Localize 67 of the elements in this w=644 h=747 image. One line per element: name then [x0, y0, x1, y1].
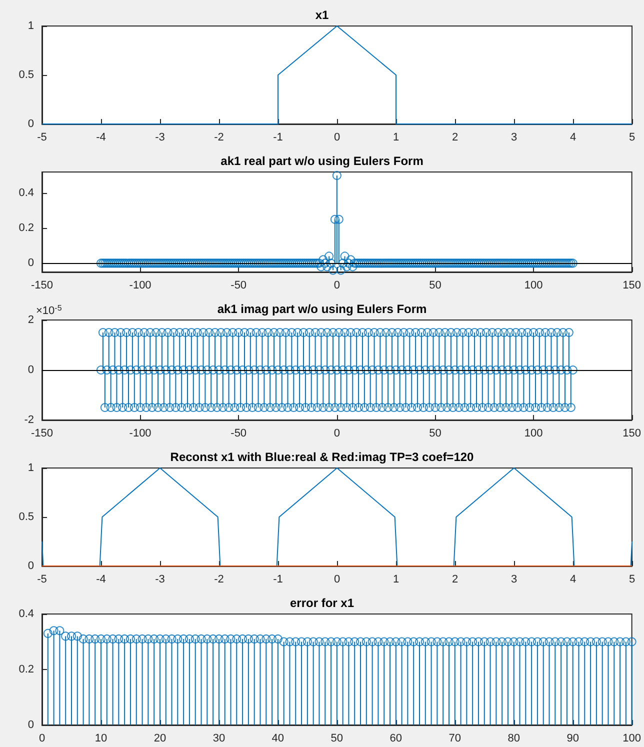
chart-title: Reconst x1 with Blue:real & Red:imag TP=3 coef=120	[170, 450, 474, 464]
x-tick-label: -2	[214, 574, 224, 586]
x-tick-label: 3	[510, 132, 518, 144]
y-tick-label: 0	[28, 719, 34, 731]
chart-title: ak1 imag part w/o using Eulers Form	[217, 302, 427, 316]
y-tick-label: 0	[28, 118, 34, 130]
x-tick-label: 0	[334, 132, 340, 144]
y-tick-label: 0.4	[18, 608, 34, 620]
x-tick-label: 90	[566, 732, 579, 744]
x-tick-label: 50	[429, 280, 442, 292]
x-tick-label: 2	[452, 574, 458, 586]
y-tick-label: 1	[28, 462, 34, 474]
x-tick-label: 40	[272, 732, 284, 744]
y-tick-label: 2	[28, 314, 34, 326]
x-tick-label: 2	[452, 132, 458, 144]
x-tick-label: 10	[94, 732, 108, 744]
x-tick-label: 60	[390, 732, 402, 744]
y-tick-label: 0.4	[18, 187, 34, 200]
x-tick-label: 0	[334, 428, 340, 440]
x-tick-label: -2	[214, 132, 224, 144]
x-tick-label: 1	[392, 132, 400, 144]
x-tick-label: -5	[37, 574, 47, 586]
y-tick-label: 0.2	[18, 222, 34, 234]
x-tick-label: 1	[392, 574, 400, 586]
chart-title: ak1 real part w/o using Eulers Form	[220, 154, 424, 168]
x-tick-label: 0	[334, 280, 340, 292]
x-tick-label: 100	[524, 428, 543, 440]
x-tick-label: 50	[429, 428, 442, 440]
x-tick-label: -1	[273, 574, 283, 586]
x-tick-label: -3	[155, 574, 165, 586]
x-tick-label: -100	[129, 428, 152, 440]
x-tick-label: 100	[622, 732, 642, 744]
x-tick-label: -150	[30, 428, 54, 440]
y-tick-label: 0	[28, 257, 34, 270]
x-tick-label: 150	[622, 428, 642, 440]
x-tick-label: 20	[154, 732, 166, 744]
chart-title: error for x1	[290, 596, 354, 610]
x-tick-label: 30	[212, 732, 226, 744]
x-tick-label: -150	[30, 280, 54, 292]
x-tick-label: -50	[230, 280, 247, 292]
chart-title: x1	[315, 8, 329, 22]
x-tick-label: 150	[622, 280, 642, 292]
y-tick-label: 0	[28, 364, 34, 376]
y-tick-label: -2	[24, 414, 34, 426]
x-tick-label: 100	[524, 280, 543, 292]
x-tick-label: 80	[508, 732, 520, 744]
x-tick-label: 0	[38, 732, 46, 744]
x-tick-label: -50	[230, 428, 247, 440]
x-tick-label: -4	[96, 132, 106, 144]
y-tick-label: 0.5	[18, 69, 34, 81]
x-tick-label: 70	[448, 732, 461, 744]
y-tick-label: 0	[28, 560, 34, 572]
x-tick-label: -3	[155, 132, 165, 144]
x-tick-label: 0	[334, 574, 340, 586]
x-tick-label: 50	[330, 732, 344, 744]
x-tick-label: 4	[570, 574, 576, 586]
x-tick-label: -100	[129, 280, 152, 292]
y-tick-label: 1	[28, 20, 34, 32]
x-tick-label: -1	[273, 132, 283, 144]
x-tick-label: -5	[37, 132, 47, 144]
x-tick-label: 5	[628, 132, 636, 144]
x-tick-label: 3	[510, 574, 518, 586]
x-tick-label: -4	[96, 574, 106, 586]
y-tick-label: 0.2	[18, 664, 34, 676]
x-tick-label: 5	[628, 574, 636, 586]
y-tick-label: 0.5	[18, 511, 34, 523]
x-tick-label: 4	[570, 132, 576, 144]
